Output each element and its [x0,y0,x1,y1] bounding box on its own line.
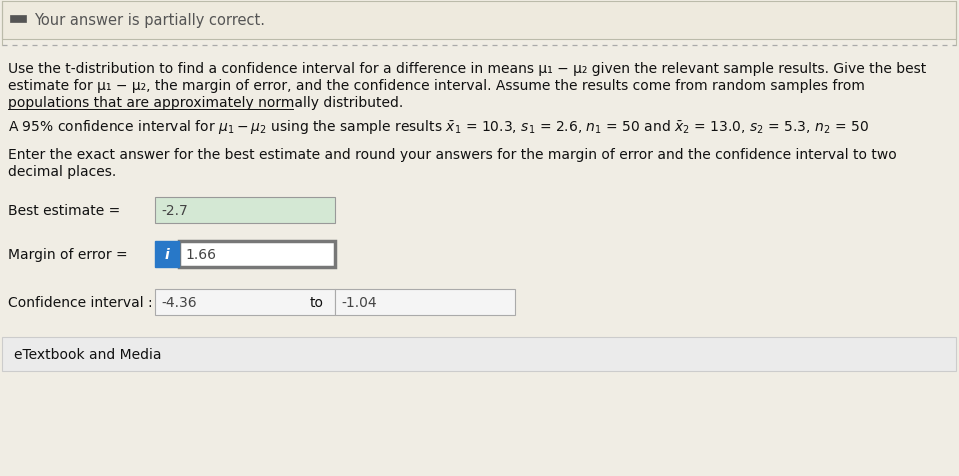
Bar [155,289,335,315]
Bar [2,337,956,371]
Text: 1.66: 1.66 [185,248,216,261]
Text: Enter the exact answer for the best estimate and round your answers for the marg: Enter the exact answer for the best esti… [8,148,897,162]
Text: -2.7: -2.7 [161,204,188,218]
Text: Margin of error =: Margin of error = [8,248,128,261]
Text: Use the t-distribution to find a confidence interval for a difference in means μ: Use the t-distribution to find a confide… [8,62,926,76]
Bar [155,198,335,224]
Text: Best estimate =: Best estimate = [8,204,120,218]
Text: A 95% confidence interval for $\mu_1 - \mu_2$ using the sample results $\bar{x}_: A 95% confidence interval for $\mu_1 - \… [8,118,869,136]
Text: Your answer is partially correct.: Your answer is partially correct. [34,13,265,29]
Bar [155,241,179,268]
Bar [335,289,515,315]
Text: estimate for μ₁ − μ₂, the margin of error, and the confidence interval. Assume t: estimate for μ₁ − μ₂, the margin of erro… [8,79,865,93]
Text: eTextbook and Media: eTextbook and Media [14,347,161,361]
Text: decimal places.: decimal places. [8,165,116,178]
Text: Confidence interval :: Confidence interval : [8,296,152,309]
Text: -4.36: -4.36 [161,296,197,309]
Text: i: i [165,248,170,261]
Bar [10,16,26,23]
Text: -1.04: -1.04 [341,296,377,309]
Text: to: to [310,296,324,309]
Text: populations that are approximately normally distributed.: populations that are approximately norma… [8,96,403,110]
Bar [2,2,956,40]
Bar [179,241,335,268]
